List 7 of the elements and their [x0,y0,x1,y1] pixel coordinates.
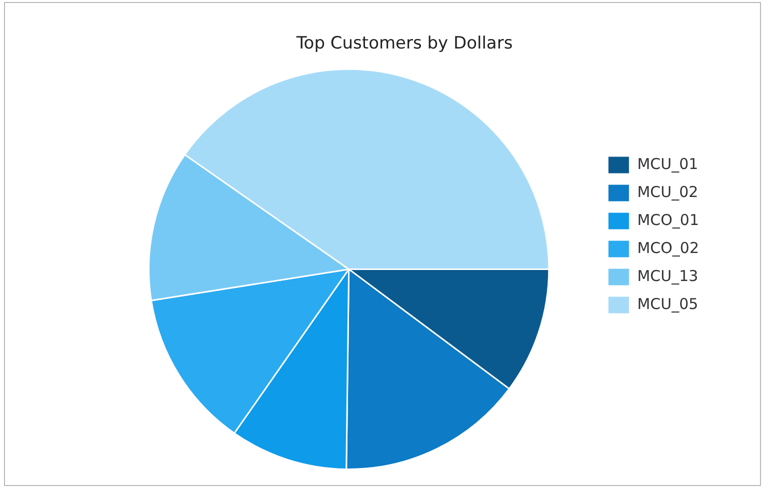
legend-label: MCU_13 [637,266,698,285]
legend-label: MCU_02 [637,182,698,201]
legend-label: MCU_01 [637,154,698,173]
legend-label: MCU_05 [637,294,698,313]
legend-label: MCO_02 [637,238,700,257]
chart-title: Top Customers by Dollars [295,34,513,54]
legend-label: MCO_01 [637,210,700,229]
